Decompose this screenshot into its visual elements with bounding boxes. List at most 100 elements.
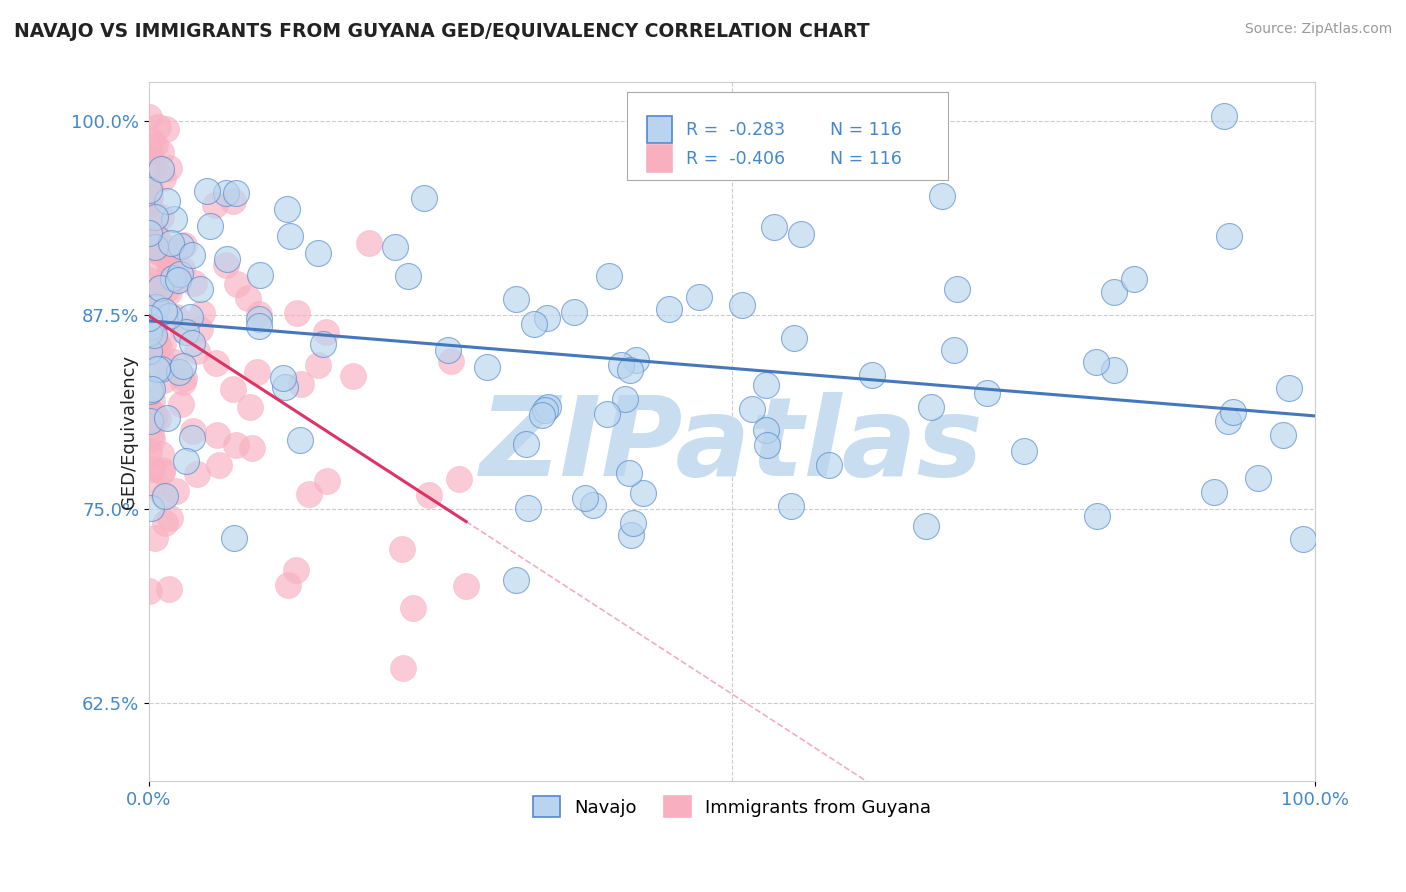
Point <box>146 361 169 376</box>
Point <box>180 431 202 445</box>
Point <box>631 486 654 500</box>
Point <box>1102 285 1125 300</box>
Point <box>146 232 169 246</box>
Point <box>198 219 221 233</box>
Point <box>165 310 187 324</box>
Point <box>226 277 249 291</box>
Text: R =  -0.283: R = -0.283 <box>686 120 786 138</box>
Point <box>157 285 180 300</box>
Point <box>143 211 166 225</box>
Point <box>534 403 557 417</box>
Point <box>598 268 620 283</box>
Point <box>142 326 165 341</box>
Point <box>138 361 160 376</box>
Point <box>1014 443 1036 458</box>
Point <box>658 302 681 317</box>
Point <box>536 311 558 326</box>
Point <box>860 368 883 383</box>
Point <box>172 376 194 390</box>
Point <box>149 447 172 461</box>
Point <box>138 326 160 340</box>
Point <box>215 258 238 272</box>
Point <box>596 407 619 421</box>
Point <box>143 409 166 423</box>
Point <box>145 300 167 314</box>
Point <box>278 229 301 244</box>
Point <box>155 122 177 136</box>
FancyBboxPatch shape <box>647 116 672 143</box>
Point <box>157 309 180 323</box>
Point <box>141 462 163 476</box>
Point <box>437 343 460 357</box>
Point <box>169 267 191 281</box>
Point <box>143 343 166 358</box>
Point <box>418 488 440 502</box>
Point <box>312 336 335 351</box>
Point <box>1085 509 1108 524</box>
Point <box>1218 228 1240 243</box>
Point <box>523 318 546 332</box>
Point <box>138 299 160 313</box>
Point <box>156 411 179 425</box>
Point <box>141 346 163 360</box>
Point <box>221 382 243 396</box>
Point <box>143 314 166 328</box>
Point <box>148 120 170 135</box>
Point <box>307 245 329 260</box>
Point <box>756 437 779 451</box>
Point <box>141 383 163 397</box>
Point <box>138 384 160 398</box>
Point <box>150 161 173 176</box>
Point <box>1202 485 1225 500</box>
Point <box>141 261 163 276</box>
Point <box>176 325 198 339</box>
Point <box>149 246 172 260</box>
Point <box>138 401 160 416</box>
Point <box>145 240 167 254</box>
Point <box>138 272 160 286</box>
Point <box>755 378 778 392</box>
Point <box>277 578 299 592</box>
Point <box>153 304 176 318</box>
Point <box>138 110 160 124</box>
Point <box>180 335 202 350</box>
Point <box>195 184 218 198</box>
Point <box>157 161 180 176</box>
Point <box>143 531 166 545</box>
Point <box>138 161 160 175</box>
Point <box>141 238 163 252</box>
Point <box>172 323 194 337</box>
Point <box>142 412 165 426</box>
Point <box>141 432 163 446</box>
Point <box>316 474 339 488</box>
Point <box>620 528 643 542</box>
Point <box>138 316 160 330</box>
Point <box>139 319 162 334</box>
Point <box>315 325 337 339</box>
Point <box>516 501 538 516</box>
Point <box>574 491 596 506</box>
Point <box>537 400 560 414</box>
FancyBboxPatch shape <box>627 93 948 180</box>
Text: N = 116: N = 116 <box>830 150 901 168</box>
Point <box>222 194 245 208</box>
Point <box>167 365 190 379</box>
Point <box>141 392 163 407</box>
Point <box>166 273 188 287</box>
Point <box>239 400 262 414</box>
Point <box>139 279 162 293</box>
Point <box>619 362 641 376</box>
Point <box>276 202 298 216</box>
Point <box>222 531 245 545</box>
Point <box>142 334 165 349</box>
Point <box>477 359 499 374</box>
Point <box>152 170 174 185</box>
Point <box>138 183 160 197</box>
Point <box>173 238 195 252</box>
Point <box>153 489 176 503</box>
Point <box>156 194 179 209</box>
Point <box>225 438 247 452</box>
Point <box>160 259 183 273</box>
Point <box>179 310 201 324</box>
Point <box>1084 355 1107 369</box>
